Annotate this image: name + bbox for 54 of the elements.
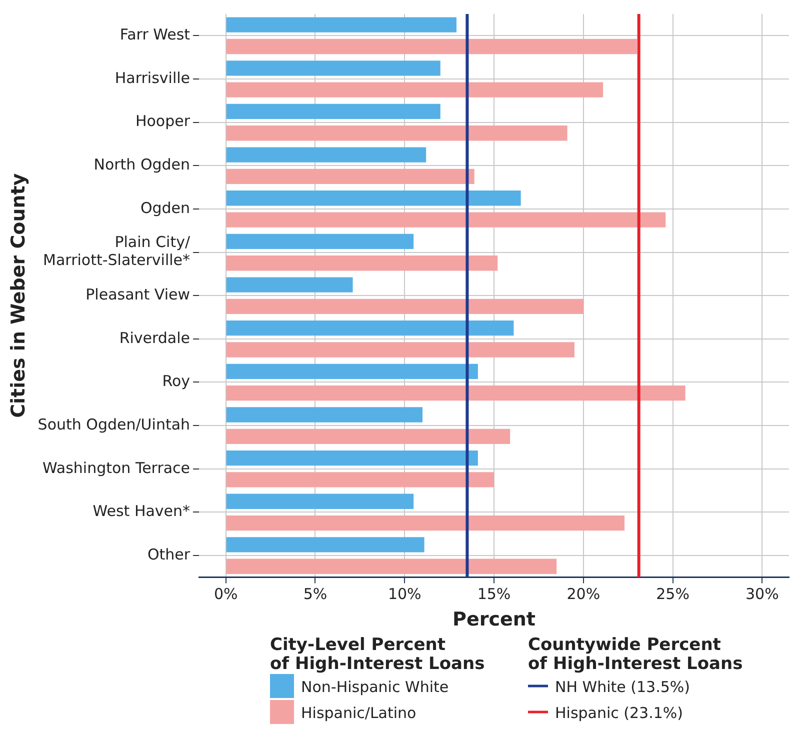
x-tick-label: 0% [214,585,238,604]
bar [226,190,521,206]
y-tick-label: Plain City/ Marriott-Slaterville* [43,233,191,270]
y-tick-label: West Haven* [92,502,191,520]
x-axis-title: Percent [452,608,536,631]
text: Countywide Percent of High-Interest Loans [528,635,743,674]
x-tick-label: 30% [746,585,779,604]
legend-title: City-Level Percent of High-Interest Loans [270,635,485,674]
bar [226,212,666,228]
bar [226,104,440,120]
y-tick-label: South Ogden/Uintah [38,415,190,434]
legend-label: NH White (13.5%) [555,678,690,696]
y-tick-label: Hooper [135,112,191,130]
legend-label: Hispanic/Latino [301,704,416,722]
y-tick-label: Riverdale [119,328,190,347]
y-tick-label: Pleasant View [86,285,190,304]
y-axis-title: Cities in Weber County [7,172,30,418]
x-tick-label: 25% [656,585,690,604]
y-tick-label: North Ogden [94,156,190,174]
bar [226,385,686,401]
bar [226,450,478,466]
x-tick-label: 20% [566,585,600,604]
y-tick-label: Roy [162,372,190,390]
bar [226,82,604,98]
bar [226,60,440,76]
bar [226,298,584,314]
y-tick-label: Other [147,545,191,564]
x-tick-label: 15% [477,585,511,604]
bar [226,256,498,271]
x-tick-label: 10% [388,585,422,604]
bar [226,234,414,250]
bar [226,168,474,184]
bar [226,126,568,141]
bar [226,558,557,574]
legend-label: Hispanic (23.1%) [555,704,684,722]
y-tick-label: Harrisville [114,68,190,87]
bar [226,472,494,488]
bar [226,320,514,336]
y-tick-label: Ogden [140,198,190,217]
bar [226,17,456,32]
bar [226,147,426,162]
bar [226,515,625,531]
x-tick-label: 5% [303,585,328,604]
bar [226,537,424,552]
bar [226,494,414,509]
legend-label: Non-Hispanic White [301,678,449,696]
bar [226,277,353,292]
bar [226,364,478,379]
bar [226,428,510,444]
y-tick-label: Farr West [120,26,190,44]
bar [226,38,638,54]
bar [226,342,574,358]
bar [226,407,423,422]
y-tick-label: Washington Terrace [42,458,190,477]
